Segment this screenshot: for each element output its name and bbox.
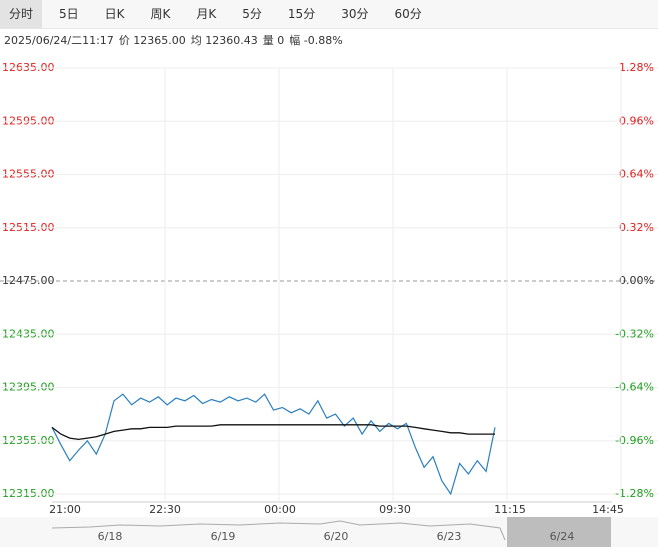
x-tick-label: 21:00 — [49, 503, 81, 516]
y2-tick-label: -0.96% — [615, 434, 654, 447]
price-line — [51, 393, 496, 496]
y2-tick-label: 0.00% — [619, 274, 654, 287]
y2-tick-label: 0.96% — [619, 114, 654, 127]
tab[interactable]: 5分 — [242, 7, 262, 21]
tab[interactable]: 15分 — [287, 7, 316, 21]
tab[interactable]: 周K — [150, 7, 171, 21]
y2-tick-label: -1.28% — [615, 487, 654, 500]
tab[interactable]: 日K — [104, 7, 125, 21]
nav-date: 6/23 — [437, 530, 462, 543]
price-line — [51, 424, 495, 441]
y2-tick-label: 0.64% — [619, 168, 654, 181]
info-item: 价 12365.00 — [118, 34, 186, 47]
x-tick-label: 22:30 — [149, 503, 181, 516]
x-tick-label: 14:45 — [592, 503, 624, 516]
navigator-line — [51, 520, 506, 541]
info-item: 幅 -0.88% — [289, 34, 343, 47]
tab[interactable]: 30分 — [341, 7, 369, 21]
nav-date: 6/18 — [98, 530, 123, 543]
info-item: 2025/06/24/二11:17 — [4, 34, 114, 47]
y2-tick-label: -0.32% — [615, 327, 654, 340]
nav-date: 6/19 — [211, 530, 236, 543]
tab[interactable]: 60分 — [394, 7, 422, 21]
y2-tick-label: 0.32% — [619, 221, 654, 234]
nav-date: 6/24 — [550, 530, 575, 543]
x-tick-label: 00:00 — [264, 503, 296, 516]
info-item: 均 12360.43 — [190, 34, 258, 47]
tab[interactable]: 5日 — [59, 7, 79, 21]
info-item: 量 0 — [262, 34, 285, 47]
info-line: 2025/06/24/二11:17 价 12365.00 均 12360.43 量 0… — [4, 32, 348, 48]
nav-date: 6/20 — [324, 530, 349, 543]
x-tick-label: 11:15 — [494, 503, 526, 516]
tab-bar: 分时 5日 日K 周K 月K 5分 15分 30分 60分 — [0, 0, 658, 29]
navigator-window[interactable] — [507, 517, 611, 547]
tab[interactable]: 分时 — [0, 0, 43, 28]
x-tick-label: 09:30 — [379, 503, 411, 516]
y2-tick-label: 1.28% — [619, 61, 654, 74]
tab[interactable]: 月K — [196, 7, 217, 21]
y2-tick-label: -0.64% — [615, 381, 654, 394]
